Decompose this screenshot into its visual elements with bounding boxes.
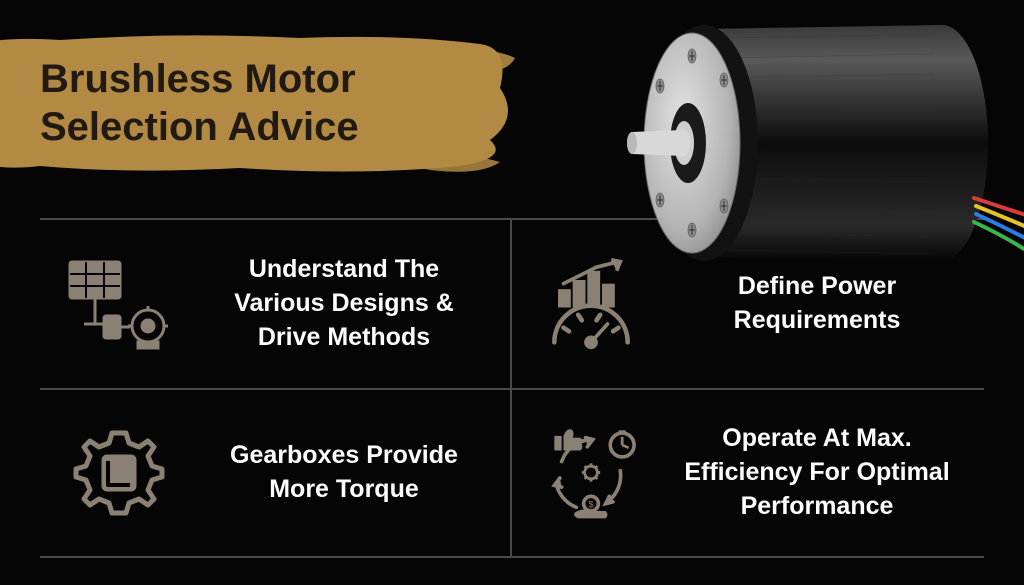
advice-text: Operate At Max. Efficiency For Optimal P… [674,422,960,523]
advice-cell-gearbox: Gearboxes Provide More Torque [40,388,512,558]
advice-cell-designs: Understand The Various Designs & Drive M… [40,218,512,388]
advice-cell-efficiency: $ Operate At Max [512,388,984,558]
page-title: Brushless MotorSelection Advice [40,55,359,151]
advice-text: Gearboxes Provide More Torque [202,439,486,507]
title-banner: Brushless MotorSelection Advice [0,28,520,178]
svg-text:$: $ [588,499,593,509]
advice-text: Understand The Various Designs & Drive M… [202,253,486,354]
motor-illustration [574,8,1024,288]
solar-motor-icon [64,254,174,354]
gear-box-icon [64,423,174,523]
efficiency-cycle-icon: $ [536,423,646,523]
